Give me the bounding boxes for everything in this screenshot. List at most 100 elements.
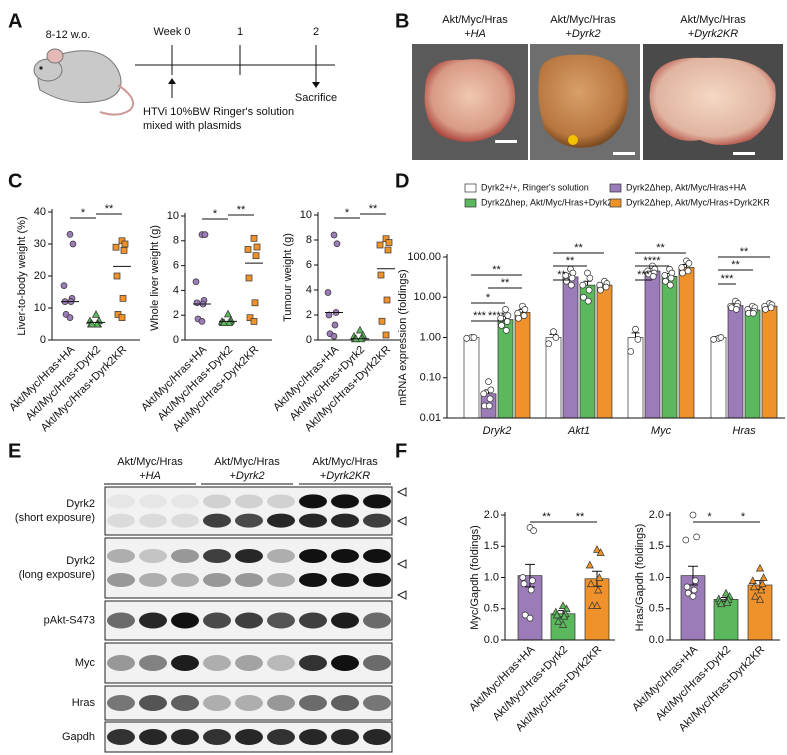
data-point	[579, 281, 587, 289]
data-point	[385, 239, 393, 246]
blot-band	[299, 573, 327, 587]
blot-band	[267, 695, 295, 711]
data-point	[66, 314, 74, 321]
group-title: Akt/Myc/Hras	[680, 14, 746, 26]
blot-row-label: (long exposure)	[19, 569, 95, 581]
significance-label: **	[566, 255, 575, 267]
blot-band	[107, 494, 135, 509]
data-point	[382, 331, 390, 339]
blot-band	[363, 513, 391, 528]
data-point	[597, 286, 604, 294]
blot-group-title: Akt/Myc/Hras	[214, 456, 280, 468]
data-point	[693, 533, 700, 541]
significance-label: *	[707, 511, 712, 523]
data-point	[201, 231, 209, 238]
timeline-label: Week 0	[153, 26, 190, 38]
blot-frame	[104, 486, 393, 536]
data-point	[748, 576, 757, 584]
significance-label: **	[656, 242, 665, 254]
data-point	[198, 318, 206, 325]
data-point	[717, 334, 725, 341]
blot-band	[235, 494, 263, 509]
data-point	[661, 272, 669, 279]
blot-band	[363, 655, 391, 671]
y-tick-label: 2	[173, 309, 179, 321]
data-point	[224, 318, 234, 326]
panel-label: C	[8, 170, 22, 192]
blot-band	[235, 729, 263, 745]
legend-label: Dyrk2Δhep, Akt/Myc/Hras+HA	[626, 182, 746, 192]
data-point	[588, 601, 597, 609]
blot-band	[235, 513, 263, 528]
data-point	[250, 234, 258, 242]
blot-band	[299, 729, 327, 745]
bar	[761, 305, 778, 419]
significance-label: ***	[473, 310, 487, 322]
data-point	[684, 267, 692, 275]
blot-row-label: Dyrk2	[66, 555, 95, 567]
blot-band	[203, 655, 231, 671]
data-point	[66, 231, 74, 238]
data-point	[568, 274, 576, 282]
significance-label: **	[492, 264, 501, 276]
blot-band	[267, 549, 295, 563]
y-tick-label: 40	[34, 206, 46, 218]
blot-band	[203, 612, 231, 629]
significance-label: **	[731, 259, 740, 271]
y-tick-label: 6	[306, 259, 312, 271]
blot-band	[363, 573, 391, 587]
blot-band	[299, 549, 327, 563]
blot-band	[331, 549, 359, 563]
blot-band	[331, 513, 359, 528]
significance-label: ****	[643, 255, 661, 267]
x-tick-label: Akt1	[567, 425, 590, 437]
data-point	[552, 610, 562, 619]
blot-band	[171, 695, 199, 711]
y-tick-label: 1.5	[649, 540, 664, 552]
blot-band	[203, 695, 231, 711]
blot-group-title: +Dyrk2	[229, 470, 264, 482]
data-point	[558, 620, 568, 628]
blot-band	[331, 573, 359, 587]
data-point	[246, 314, 254, 322]
significance-label: **	[369, 203, 378, 215]
blot-band	[171, 549, 199, 563]
blot-band	[107, 573, 135, 587]
data-point	[519, 574, 527, 581]
blot-band	[139, 549, 167, 563]
data-point	[113, 272, 121, 280]
blot-row-label: Dyrk2	[66, 498, 95, 510]
blot-band	[267, 573, 295, 587]
data-point	[502, 306, 509, 313]
significance-label: **	[557, 269, 566, 281]
significance-label: **	[237, 204, 246, 216]
blot-group-title: +HA	[139, 470, 161, 482]
data-point	[529, 577, 536, 584]
data-point	[520, 580, 528, 588]
data-point	[632, 325, 639, 333]
data-point	[526, 614, 534, 622]
y-tick-label: 0.0	[484, 634, 499, 646]
data-point	[384, 246, 392, 254]
injection-text: HTVi 10%BW Ringer's solution	[143, 106, 294, 118]
legend-label: Dyrk2+/+, Ringer's solution	[481, 182, 589, 192]
y-tick-label: 1.5	[484, 540, 499, 552]
blot-row-label: Hras	[72, 697, 96, 709]
data-point	[463, 335, 471, 342]
blot-band	[299, 655, 327, 671]
blot-band	[171, 513, 199, 528]
timeline-label: 2	[313, 26, 319, 38]
data-point	[504, 312, 512, 319]
bar	[463, 337, 480, 419]
blot-band	[171, 494, 199, 509]
panel-label: E	[8, 440, 21, 462]
blot-band	[299, 612, 327, 629]
data-point	[324, 289, 332, 296]
timeline	[135, 45, 335, 98]
y-axis-label: mRNA expression (foldings)	[397, 269, 409, 405]
data-point	[498, 322, 505, 329]
y-tick-label: 0.5	[649, 603, 664, 615]
panel-label: B	[395, 10, 409, 32]
y-axis-label: Hras/Gapdh (foldings)	[634, 524, 646, 632]
